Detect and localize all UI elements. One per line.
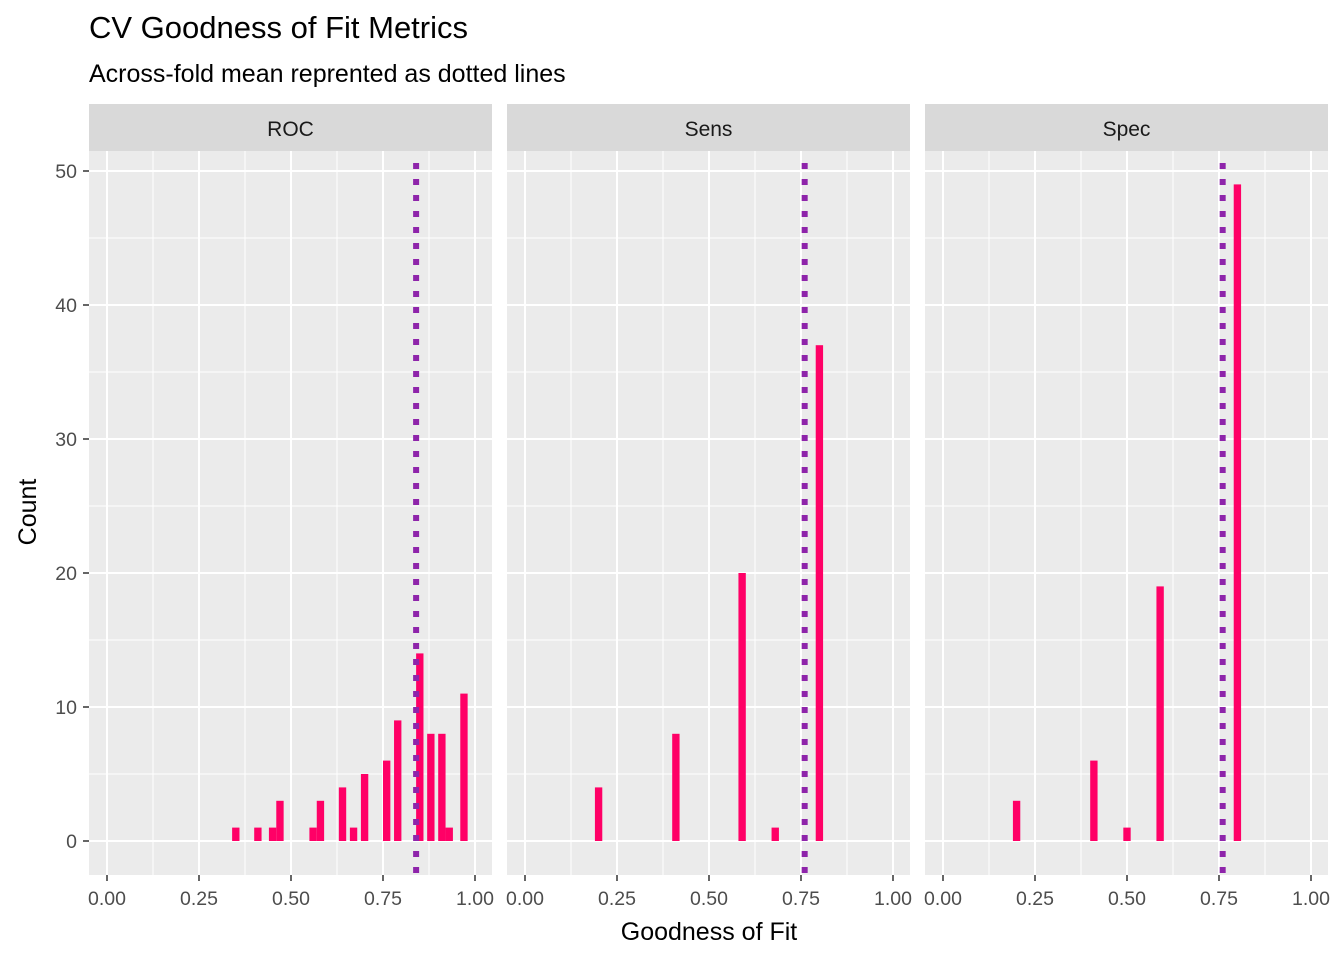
histogram-bar <box>338 787 347 841</box>
x-tick-label: 0.00 <box>924 888 962 910</box>
x-tick-label: 0.75 <box>782 888 820 910</box>
y-tick-label: 30 <box>55 429 77 451</box>
facet-strip <box>925 104 1328 151</box>
x-axis-title: Goodness of Fit <box>621 918 798 946</box>
histogram-bar <box>232 827 240 841</box>
chart-title: CV Goodness of Fit Metrics <box>89 10 469 45</box>
x-tick-label: 1.00 <box>456 888 494 910</box>
histogram-bar <box>672 733 680 841</box>
histogram-bar <box>254 827 262 841</box>
histogram-bar <box>460 693 468 841</box>
histogram-bar <box>1233 184 1242 841</box>
facet-panel-sens: Sens 0.00 0.25 0.50 0.75 1.00 <box>506 104 912 910</box>
histogram-bar <box>416 653 424 841</box>
histogram-bar <box>394 720 402 841</box>
facet-strip-label: Spec <box>1103 118 1151 141</box>
histogram-bar <box>360 774 369 841</box>
facet-strip-label: ROC <box>267 118 314 141</box>
facet-panel-roc: ROC 0.00 0.25 0.50 0.75 1.00 <box>88 104 494 910</box>
x-tick-label: 0.75 <box>364 888 402 910</box>
facet-strip <box>89 104 492 151</box>
histogram-bar <box>316 800 325 841</box>
histogram-bar <box>349 827 358 841</box>
histogram-bar <box>815 345 824 841</box>
histogram-bar <box>738 573 746 841</box>
histogram-bar <box>1123 827 1131 841</box>
x-tick-label: 0.25 <box>180 888 218 910</box>
chart-subtitle: Across-fold mean reprented as dotted lin… <box>89 60 566 88</box>
y-tick-label: 50 <box>55 161 77 183</box>
histogram-bar <box>771 827 779 841</box>
histogram-bar <box>445 827 453 841</box>
histogram-bar <box>1012 800 1021 841</box>
histogram-bar <box>309 827 317 841</box>
x-tick-label: 0.50 <box>272 888 310 910</box>
x-tick-label: 0.75 <box>1200 888 1238 910</box>
histogram-bar <box>427 733 435 841</box>
y-tick-label: 10 <box>55 697 77 719</box>
x-tick-label: 0.50 <box>690 888 728 910</box>
histogram-bar <box>276 800 284 841</box>
histogram-bar <box>594 787 603 841</box>
histogram-bar <box>1156 586 1164 841</box>
facet-strip <box>507 104 910 151</box>
histogram-bar <box>383 760 391 841</box>
y-tick-label: 40 <box>55 295 77 317</box>
x-tick-label: 0.00 <box>506 888 544 910</box>
x-tick-label: 0.50 <box>1108 888 1146 910</box>
histogram-bar <box>1090 760 1098 841</box>
y-axis: 0 10 20 30 40 50 <box>55 161 89 853</box>
x-tick-label: 0.00 <box>88 888 126 910</box>
histogram-bar <box>438 733 446 841</box>
y-axis-title: Count <box>14 479 42 546</box>
x-tick-label: 0.25 <box>1016 888 1054 910</box>
x-tick-label: 1.00 <box>874 888 912 910</box>
histogram-bar <box>268 827 277 841</box>
facet-panel-spec: Spec 0.00 0.25 0.50 0.75 1.00 <box>924 104 1330 910</box>
y-tick-label: 20 <box>55 563 77 585</box>
y-tick-label: 0 <box>66 831 77 853</box>
panels-layer: ROC 0.00 0.25 0.50 0.75 1.00 Sens 0.00 0.25 0.50 0… <box>88 104 1330 910</box>
facet-strip-label: Sens <box>685 118 733 141</box>
x-tick-label: 0.25 <box>598 888 636 910</box>
x-tick-label: 1.00 <box>1292 888 1330 910</box>
